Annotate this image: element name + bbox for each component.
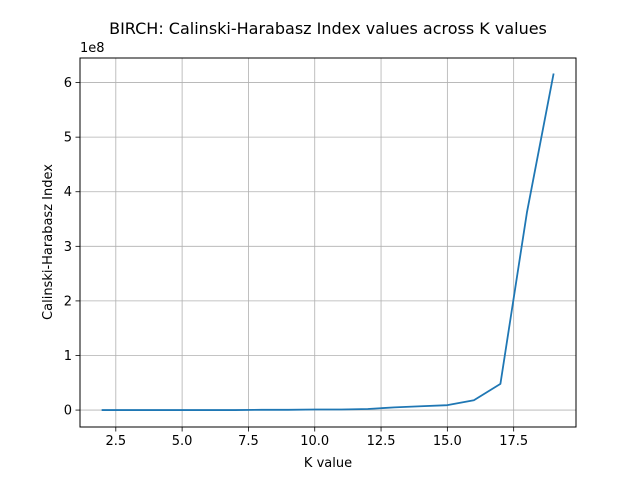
x-tick-label: 15.0: [433, 434, 462, 449]
y-axis-offset-label: 1e8: [80, 41, 105, 56]
series-line: [101, 73, 555, 411]
x-tick-label: 2.5: [105, 434, 126, 449]
chart-title: BIRCH: Calinski-Harabasz Index values ac…: [109, 19, 547, 38]
grid: [80, 58, 576, 427]
x-tick-label: 5.0: [172, 434, 193, 449]
y-axis-label: Calinski-Harabasz Index: [41, 164, 56, 320]
x-axis-ticks: 2.5 5.0 7.5 10.0 12.5 15.0 17.5: [105, 427, 528, 449]
y-tick-label: 0: [64, 404, 72, 419]
y-axis-ticks: 0 1 2 3 4 5 6: [64, 76, 80, 419]
y-tick-label: 1: [64, 349, 72, 364]
y-tick-label: 2: [64, 294, 72, 309]
x-tick-label: 12.5: [367, 434, 396, 449]
x-tick-label: 17.5: [499, 434, 528, 449]
x-tick-label: 10.0: [300, 434, 329, 449]
y-tick-label: 4: [64, 185, 72, 200]
y-tick-label: 5: [64, 131, 72, 146]
y-tick-label: 3: [64, 240, 72, 255]
x-tick-label: 7.5: [238, 434, 259, 449]
y-tick-label: 6: [64, 76, 72, 91]
series-layer: [101, 73, 555, 411]
x-axis-label: K value: [304, 456, 352, 471]
plot-frame: [79, 57, 577, 428]
